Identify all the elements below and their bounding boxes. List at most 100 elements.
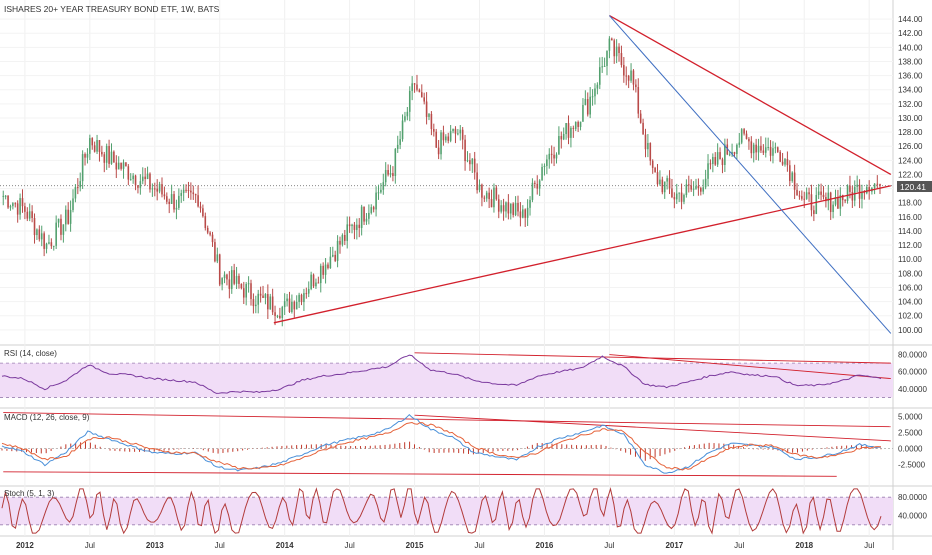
candle-body [187, 189, 190, 191]
time-tick-label: Jul [734, 541, 744, 550]
candle-body [879, 183, 881, 186]
candle-body [546, 159, 548, 166]
candle-body [839, 195, 842, 209]
candle-body [257, 293, 260, 305]
candle-body [548, 153, 551, 160]
candle-body [601, 66, 603, 68]
candle-body [52, 245, 55, 247]
candle-body [846, 185, 849, 201]
candle-body [380, 189, 382, 193]
candle-body [623, 65, 625, 76]
candle-body [365, 218, 368, 222]
candle-body [146, 173, 149, 179]
candle-body [48, 242, 50, 244]
candle-body [776, 147, 779, 152]
last-price-label: 120.41 [900, 182, 926, 192]
candle-body [286, 298, 288, 302]
price-tick-label: 124.00 [898, 156, 923, 165]
candle-body [820, 191, 822, 195]
candle-body [158, 184, 161, 192]
candle-body [153, 188, 156, 190]
candle-body [274, 312, 276, 316]
price-tick-label: 104.00 [898, 298, 923, 307]
candle-body [683, 195, 685, 202]
candle-body [245, 284, 247, 298]
candle-body [81, 154, 84, 182]
macd-trendline [414, 414, 891, 442]
candle-body [675, 193, 678, 200]
candle-body [579, 121, 582, 127]
candle-body [805, 192, 808, 199]
candle-body [344, 234, 346, 241]
candle-body [247, 283, 250, 285]
candle-body [567, 123, 570, 138]
candle-body [452, 128, 454, 132]
candle-body [793, 172, 796, 190]
candle-body [690, 185, 692, 190]
candle-body [291, 301, 293, 312]
rsi-tick-label: 80.0000 [898, 351, 927, 360]
candle-body [529, 199, 531, 208]
candle-body [276, 315, 279, 317]
candle-body [608, 38, 611, 51]
candle-body [416, 84, 418, 90]
candle-body [334, 254, 336, 261]
candle-body [803, 198, 806, 200]
candle-body [644, 134, 647, 150]
candle-body [331, 254, 334, 257]
candle-body [77, 187, 79, 189]
candle-body [339, 240, 341, 245]
candle-body [560, 136, 563, 140]
candle-body [863, 191, 866, 194]
candle-body [62, 224, 65, 235]
last-price-badge [897, 181, 932, 192]
candle-body [808, 192, 810, 195]
candle-body [591, 96, 594, 98]
candle-body [781, 161, 784, 165]
candle-body [582, 104, 584, 122]
candle-body [471, 158, 474, 165]
candle-body [663, 181, 666, 193]
candle-body [849, 185, 851, 192]
candle-body [226, 274, 228, 280]
candle-body [353, 224, 356, 230]
candle-body [635, 84, 637, 88]
candle-body [829, 192, 832, 213]
macd-tick-label: 2.5000 [898, 429, 923, 438]
candle-body [490, 199, 493, 208]
candle-body [493, 187, 495, 208]
candle-body [745, 133, 748, 139]
candle-body [779, 151, 781, 162]
candle-body [139, 181, 142, 188]
price-tick-label: 140.00 [898, 43, 923, 52]
candle-body [7, 195, 9, 208]
candle-body [514, 202, 517, 215]
candle-body [473, 158, 476, 173]
candle-body [509, 203, 512, 214]
candle-body [149, 173, 151, 190]
rsi-tick-label: 60.0000 [898, 368, 927, 377]
candle-body [543, 165, 546, 167]
oscillator-bands [0, 362, 893, 526]
candle-body [298, 294, 300, 302]
price-tick-label: 100.00 [898, 326, 923, 335]
time-tick-label: 2018 [795, 541, 813, 550]
candle-body [469, 160, 471, 165]
candle-body [28, 211, 31, 219]
candle-body [639, 113, 642, 123]
candle-body [764, 147, 767, 153]
time-tick-label: 2012 [16, 541, 34, 550]
candle-body [72, 198, 74, 211]
candle-body [115, 162, 118, 170]
candle-body [399, 139, 401, 145]
candle-body [574, 122, 577, 129]
candle-body [565, 123, 567, 135]
candle-body [180, 193, 183, 196]
candle-body [497, 199, 500, 212]
stoch-line [1, 486, 882, 535]
rsi-line [1, 354, 882, 394]
candle-body [134, 175, 137, 186]
candle-body [50, 242, 53, 247]
candle-body [649, 142, 652, 161]
